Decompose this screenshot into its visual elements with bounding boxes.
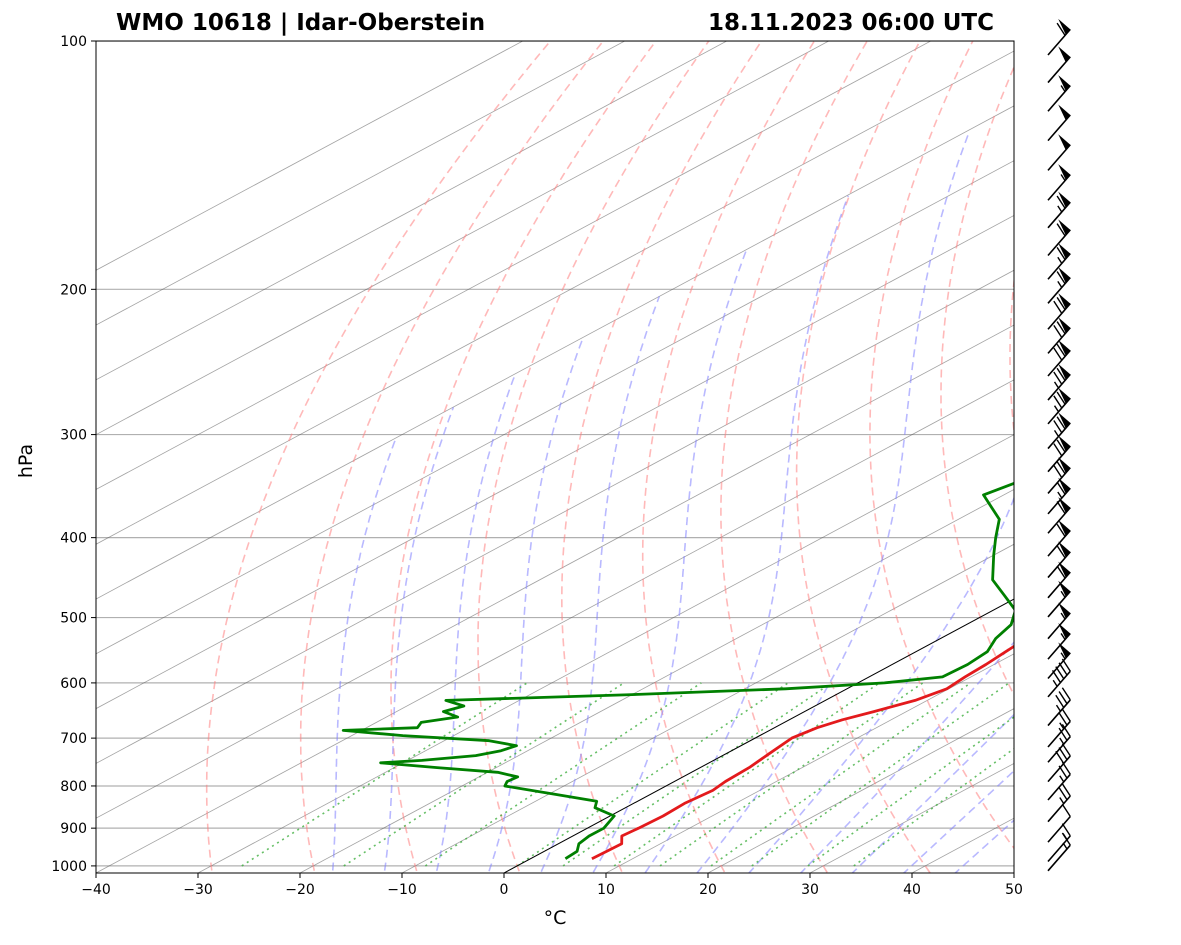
x-tick-label: 20 xyxy=(699,882,717,898)
y-tick-label: 200 xyxy=(60,282,87,298)
x-tick-label: 50 xyxy=(1005,882,1023,898)
y-tick-label: 1000 xyxy=(51,859,87,875)
y-tick-label: 800 xyxy=(60,779,87,795)
x-tick-label: 30 xyxy=(801,882,819,898)
y-tick-label: 100 xyxy=(60,34,87,50)
y-tick-label: 300 xyxy=(60,428,87,444)
y-axis-label: hPa xyxy=(15,444,37,478)
x-tick-label: 0 xyxy=(500,882,509,898)
y-tick-label: 500 xyxy=(60,611,87,627)
x-tick-label: −20 xyxy=(285,882,315,898)
x-axis-label: °C xyxy=(544,907,567,929)
x-tick-label: −10 xyxy=(387,882,417,898)
x-tick-label: −40 xyxy=(81,882,111,898)
chart-title-station: WMO 10618 | Idar-Oberstein xyxy=(116,10,485,36)
x-tick-label: 40 xyxy=(903,882,921,898)
y-tick-label: 900 xyxy=(60,821,87,837)
x-tick-label: −30 xyxy=(183,882,213,898)
y-tick-label: 400 xyxy=(60,531,87,547)
x-tick-label: 10 xyxy=(597,882,615,898)
y-tick-label: 600 xyxy=(60,676,87,692)
chart-title-time: 18.11.2023 06:00 UTC xyxy=(708,10,994,36)
y-tick-label: 700 xyxy=(60,731,87,747)
